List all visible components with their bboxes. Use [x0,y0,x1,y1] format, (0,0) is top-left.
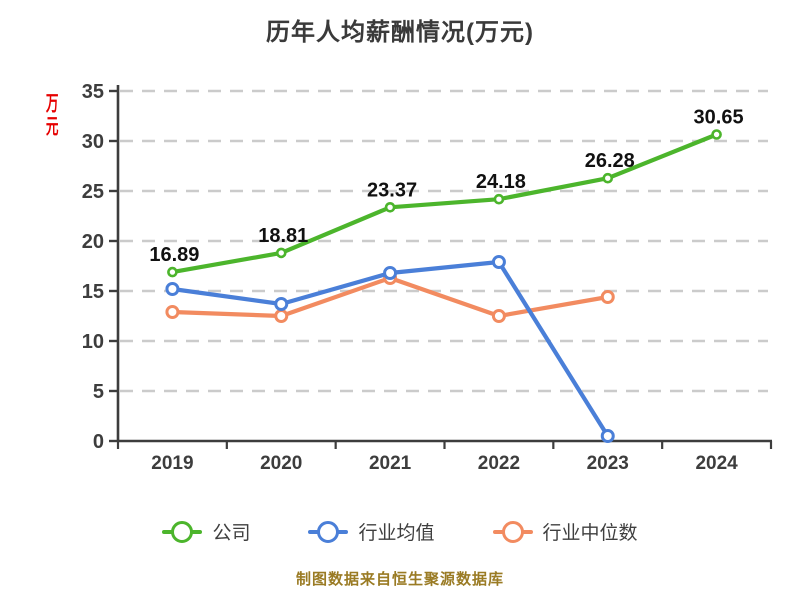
y-tick-label: 20 [82,231,104,253]
data-point-行业均值 [165,282,180,296]
data-label: 18.81 [258,225,308,247]
x-tick-label: 2021 [369,453,412,474]
industry-median-series-marker-icon [492,520,533,543]
legend-label-company: 公司 [212,523,251,544]
y-tick-label: 10 [82,331,104,353]
legend-label-industry-median: 行业中位数 [542,523,638,544]
data-point-行业中位数 [274,309,289,323]
data-point-行业中位数 [600,290,615,304]
chart-title: 历年人均薪酬情况(万元) [266,19,534,46]
legend-item-industry-median: 行业中位数 [492,518,638,545]
y-tick-label: 35 [82,81,104,103]
data-point-行业中位数 [491,309,506,323]
data-label: 16.89 [149,244,199,266]
legend-item-industry-avg: 行业均值 [308,518,435,545]
y-tick-label: 25 [82,181,104,203]
data-point-行业均值 [491,255,506,269]
series-line-公司 [170,132,719,275]
y-tick-label: 15 [82,281,104,303]
y-tick-label: 30 [82,131,104,153]
data-point-公司 [493,193,505,205]
industry-avg-series-marker-icon [308,520,349,543]
data-label: 23.37 [367,179,417,201]
x-tick-label: 2020 [260,453,302,474]
x-tick-label: 2022 [478,453,520,474]
y-tick-label: 5 [93,381,104,403]
data-label: 26.28 [585,150,635,172]
data-point-公司 [275,247,287,259]
chart-legend: 公司 行业均值 行业中位数 [0,518,800,545]
data-point-行业均值 [600,429,615,443]
data-point-公司 [384,202,396,213]
company-series-marker-icon [162,520,203,543]
y-tick-label: 0 [93,431,104,453]
data-point-公司 [167,266,178,278]
data-label: 30.65 [694,107,744,129]
x-tick-label: 2023 [587,453,629,474]
data-label: 24.18 [476,171,526,193]
data-point-行业中位数 [165,305,180,319]
series-line-行业均值 [170,259,610,439]
x-tick-label: 2019 [151,453,193,474]
data-point-行业均值 [274,297,289,311]
data-source-note: 制图数据来自恒生聚源数据库 [295,571,504,588]
data-point-行业均值 [383,266,398,280]
data-point-公司 [711,129,722,140]
legend-item-company: 公司 [162,518,250,545]
legend-label-industry-avg: 行业均值 [358,523,435,544]
x-tick-label: 2024 [695,453,738,474]
y-axis-unit-label: 万元 [44,92,59,138]
data-point-公司 [602,172,614,184]
